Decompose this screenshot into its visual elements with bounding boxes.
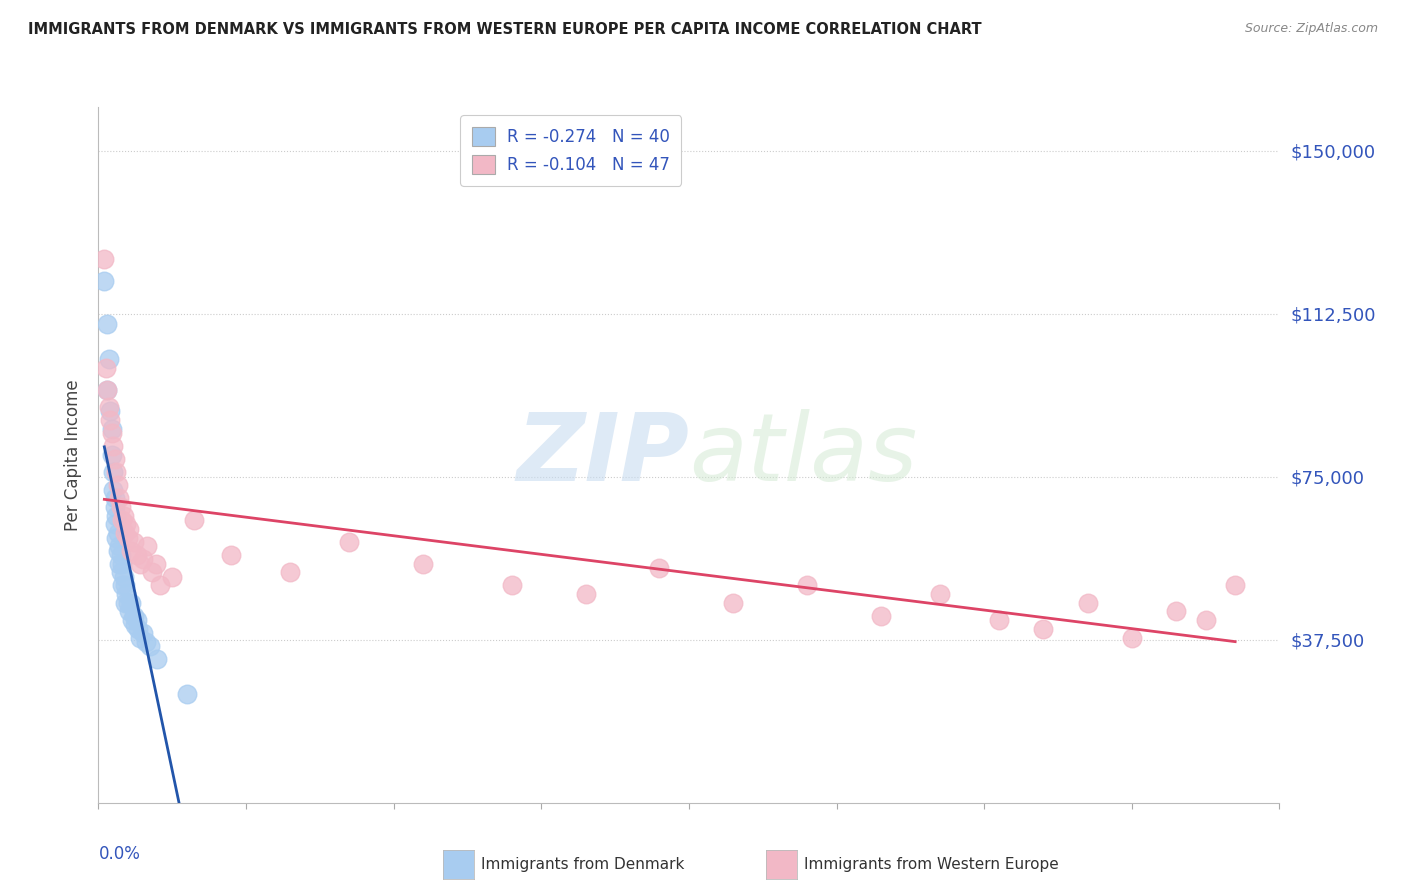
Point <box>107 543 129 558</box>
Point <box>648 561 671 575</box>
Text: Immigrants from Denmark: Immigrants from Denmark <box>481 857 685 871</box>
Point <box>103 439 125 453</box>
Point <box>112 508 135 523</box>
Text: Immigrants from Western Europe: Immigrants from Western Europe <box>804 857 1059 871</box>
Point <box>1223 578 1246 592</box>
Point <box>127 622 149 636</box>
Point <box>100 422 122 436</box>
Point <box>100 426 122 441</box>
Point <box>96 383 118 397</box>
Point <box>117 596 139 610</box>
Text: ZIP: ZIP <box>516 409 689 501</box>
Point <box>928 587 950 601</box>
Point <box>103 483 125 497</box>
Y-axis label: Per Capita Income: Per Capita Income <box>65 379 83 531</box>
Point <box>114 578 136 592</box>
Point <box>128 631 150 645</box>
Point <box>122 535 145 549</box>
Point <box>104 517 127 532</box>
Point <box>108 491 131 506</box>
Point <box>136 539 159 553</box>
Point <box>176 687 198 701</box>
Point <box>107 526 129 541</box>
Point <box>121 613 143 627</box>
Point <box>117 531 139 545</box>
Point <box>146 652 169 666</box>
Point <box>219 548 242 562</box>
Point <box>501 578 523 592</box>
Point <box>115 587 138 601</box>
Point <box>112 570 135 584</box>
Point <box>104 452 127 467</box>
Point <box>98 413 121 427</box>
Point <box>132 552 155 566</box>
Point <box>108 539 131 553</box>
Point <box>125 613 148 627</box>
Point <box>141 566 163 580</box>
Point <box>93 274 115 288</box>
Point <box>115 517 138 532</box>
Point <box>98 404 121 418</box>
Point <box>96 383 118 397</box>
Point <box>149 578 172 592</box>
Point <box>1121 631 1143 645</box>
Point <box>120 543 142 558</box>
Point <box>162 570 183 584</box>
Point <box>114 526 136 541</box>
Point <box>105 466 128 480</box>
Point <box>132 626 155 640</box>
Point <box>183 513 205 527</box>
Point <box>128 557 150 571</box>
Point <box>120 596 142 610</box>
Point <box>1164 605 1187 619</box>
Point <box>125 548 148 562</box>
Point <box>104 491 127 506</box>
Point <box>110 566 132 580</box>
Point <box>278 566 302 580</box>
Point <box>135 635 157 649</box>
Point <box>110 548 132 562</box>
Point <box>574 587 596 601</box>
Point <box>339 535 360 549</box>
Point <box>111 557 134 571</box>
Point <box>94 361 117 376</box>
Point <box>108 557 131 571</box>
Point <box>105 531 128 545</box>
Point <box>97 352 120 367</box>
Point <box>1032 622 1054 636</box>
Point <box>100 448 122 462</box>
Point <box>145 557 167 571</box>
Point <box>105 508 128 523</box>
Point <box>124 617 146 632</box>
Point <box>1077 596 1099 610</box>
Point <box>723 596 745 610</box>
Point <box>139 639 162 653</box>
Point <box>796 578 818 592</box>
Text: IMMIGRANTS FROM DENMARK VS IMMIGRANTS FROM WESTERN EUROPE PER CAPITA INCOME CORR: IMMIGRANTS FROM DENMARK VS IMMIGRANTS FR… <box>28 22 981 37</box>
Point <box>104 500 127 514</box>
Point <box>869 608 891 623</box>
Text: atlas: atlas <box>689 409 917 500</box>
Point <box>96 318 118 332</box>
Point <box>118 605 141 619</box>
Point <box>111 513 134 527</box>
Point <box>93 252 115 267</box>
Point <box>103 466 125 480</box>
Point <box>110 500 132 514</box>
Text: 0.0%: 0.0% <box>98 845 141 863</box>
Point <box>114 596 136 610</box>
Point <box>118 522 141 536</box>
Point <box>97 400 120 414</box>
Legend: R = -0.274   N = 40, R = -0.104   N = 47: R = -0.274 N = 40, R = -0.104 N = 47 <box>460 115 682 186</box>
Point <box>1195 613 1218 627</box>
Text: Source: ZipAtlas.com: Source: ZipAtlas.com <box>1244 22 1378 36</box>
Point <box>412 557 434 571</box>
Point <box>107 478 129 492</box>
Point <box>987 613 1010 627</box>
Point <box>122 608 145 623</box>
Point <box>111 578 134 592</box>
